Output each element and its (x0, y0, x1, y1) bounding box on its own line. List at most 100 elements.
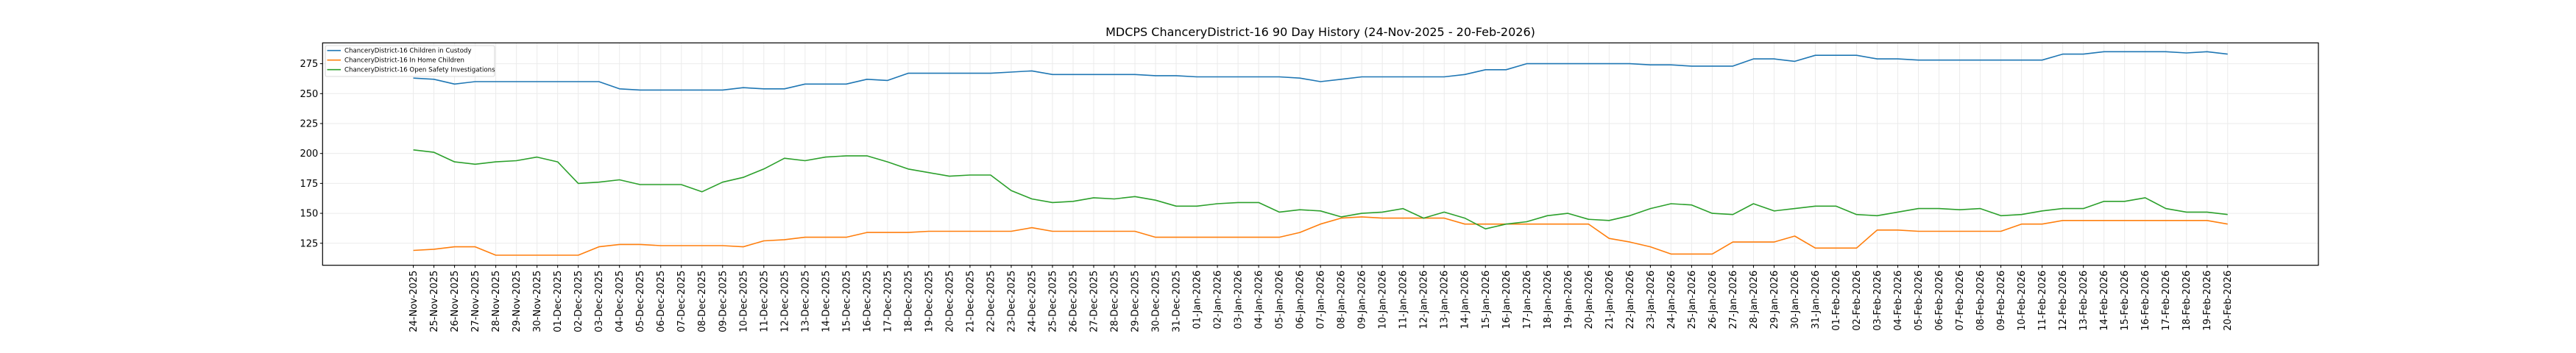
x-tick-label: 07-Jan-2026 (1316, 271, 1327, 329)
x-tick-label: 01-Dec-2025 (553, 271, 564, 332)
series-line-3 (413, 149, 2228, 230)
x-tick-label: 10-Jan-2026 (1378, 271, 1389, 329)
x-tick-label: 23-Jan-2026 (1646, 271, 1657, 329)
y-tick-label: 200 (300, 149, 318, 160)
x-tick-label: 06-Feb-2026 (1934, 271, 1945, 331)
y-tick-label: 225 (300, 118, 318, 129)
x-tick-label: 08-Jan-2026 (1337, 271, 1348, 329)
y-tick-label: 275 (300, 59, 318, 70)
x-tick-label: 30-Dec-2025 (1151, 271, 1162, 332)
x-tick-label: 18-Jan-2026 (1543, 271, 1554, 329)
x-tick-label: 16-Dec-2025 (862, 271, 873, 332)
x-tick-label: 22-Jan-2026 (1625, 271, 1636, 329)
x-tick-label: 14-Dec-2025 (821, 271, 832, 332)
x-tick-label: 10-Feb-2026 (2017, 271, 2028, 331)
x-tick-label: 06-Dec-2025 (656, 271, 667, 332)
plot-frame (322, 42, 2319, 266)
x-tick-label: 03-Feb-2026 (1872, 271, 1883, 331)
x-tick-label: 08-Feb-2026 (1975, 271, 1986, 331)
x-tick-label: 27-Nov-2025 (470, 271, 481, 332)
x-tick-label: 13-Dec-2025 (800, 271, 811, 332)
x-tick-label: 03-Dec-2025 (594, 271, 605, 332)
x-tick-label: 20-Feb-2026 (2223, 271, 2234, 331)
x-tick-label: 29-Dec-2025 (1130, 271, 1142, 332)
x-tick-label: 07-Dec-2025 (676, 271, 687, 332)
legend-label: ChanceryDistrict-16 Children in Custody (344, 48, 472, 55)
x-tick-label: 14-Jan-2026 (1460, 271, 1471, 329)
x-tick-label: 12-Feb-2026 (2058, 271, 2069, 331)
x-tick-label: 31-Jan-2026 (1811, 271, 1822, 329)
x-tick-label: 05-Jan-2026 (1275, 271, 1286, 329)
x-tick-label: 21-Jan-2026 (1604, 271, 1616, 329)
x-tick-label: 21-Dec-2025 (965, 271, 976, 332)
x-tick-label: 08-Dec-2025 (697, 271, 708, 332)
series-line-2 (413, 216, 2228, 256)
x-tick-label: 04-Feb-2026 (1893, 271, 1904, 331)
x-axis: 24-Nov-2025 25-Nov-2025 26-Nov-2025 27-Nov-… (408, 265, 2234, 332)
x-tick-label: 11-Dec-2025 (759, 271, 770, 332)
gridlines (322, 43, 2318, 265)
x-tick-label: 13-Feb-2026 (2078, 271, 2090, 331)
legend-box (325, 45, 495, 77)
x-tick-label: 17-Feb-2026 (2161, 271, 2172, 331)
x-tick-label: 30-Jan-2026 (1790, 271, 1801, 329)
x-tick-label: 06-Jan-2026 (1295, 271, 1306, 329)
x-tick-label: 16-Feb-2026 (2140, 271, 2151, 331)
x-tick-label: 27-Dec-2025 (1089, 271, 1100, 332)
x-tick-label: 02-Feb-2026 (1852, 271, 1863, 331)
x-tick-label: 01-Jan-2026 (1192, 271, 1203, 329)
x-tick-label: 18-Feb-2026 (2182, 271, 2193, 331)
x-tick-label: 18-Dec-2025 (903, 271, 914, 332)
x-tick-label: 28-Jan-2026 (1749, 271, 1760, 329)
y-tick-label: 125 (300, 238, 318, 249)
x-tick-label: 26-Nov-2025 (450, 271, 461, 332)
x-tick-label: 25-Nov-2025 (429, 271, 440, 332)
x-tick-label: 28-Dec-2025 (1110, 271, 1121, 332)
x-tick-label: 02-Dec-2025 (573, 271, 584, 332)
x-tick-label: 09-Jan-2026 (1357, 271, 1368, 329)
x-tick-label: 07-Feb-2026 (1955, 271, 1966, 331)
x-tick-label: 23-Dec-2025 (1006, 271, 1017, 332)
y-tick-label: 175 (300, 179, 318, 190)
x-tick-label: 05-Dec-2025 (635, 271, 646, 332)
x-tick-label: 15-Feb-2026 (2120, 271, 2131, 331)
x-tick-label: 15-Jan-2026 (1481, 271, 1492, 329)
x-tick-label: 14-Feb-2026 (2099, 271, 2110, 331)
y-tick-label: 150 (300, 209, 318, 220)
x-tick-label: 29-Nov-2025 (512, 271, 523, 332)
series-line-1 (413, 51, 2228, 91)
x-tick-label: 30-Nov-2025 (532, 271, 543, 332)
x-tick-label: 25-Jan-2026 (1687, 271, 1698, 329)
x-tick-label: 20-Dec-2025 (944, 271, 955, 332)
x-tick-label: 29-Jan-2026 (1769, 271, 1780, 329)
x-tick-label: 31-Dec-2025 (1172, 271, 1183, 332)
x-tick-label: 09-Dec-2025 (718, 271, 729, 332)
x-tick-label: 26-Dec-2025 (1068, 271, 1079, 332)
legend-label: ChanceryDistrict-16 In Home Children (344, 57, 464, 65)
x-tick-label: 03-Jan-2026 (1234, 271, 1245, 329)
x-tick-label: 19-Jan-2026 (1563, 271, 1574, 329)
x-tick-label: 25-Dec-2025 (1047, 271, 1058, 332)
x-tick-label: 15-Dec-2025 (841, 271, 852, 332)
x-tick-label: 22-Dec-2025 (986, 271, 997, 332)
x-tick-label: 13-Jan-2026 (1440, 271, 1451, 329)
x-tick-label: 09-Feb-2026 (1996, 271, 2007, 331)
x-tick-label: 27-Jan-2026 (1728, 271, 1739, 329)
x-tick-label: 19-Feb-2026 (2202, 271, 2213, 331)
x-tick-label: 24-Dec-2025 (1027, 271, 1038, 332)
x-tick-label: 24-Jan-2026 (1666, 271, 1677, 329)
series-lines (413, 51, 2228, 256)
y-axis: 125 150 175 200 225 250 275 (300, 59, 323, 249)
x-tick-label: 17-Jan-2026 (1522, 271, 1533, 329)
x-tick-label: 11-Feb-2026 (2037, 271, 2048, 331)
legend: ChanceryDistrict-16 Children in Custody C… (325, 45, 495, 77)
x-tick-label: 26-Jan-2026 (1708, 271, 1719, 329)
x-tick-label: 28-Nov-2025 (491, 271, 502, 332)
x-tick-label: 11-Jan-2026 (1398, 271, 1409, 329)
x-tick-label: 16-Jan-2026 (1501, 271, 1512, 329)
x-tick-label: 24-Nov-2025 (408, 271, 420, 332)
x-tick-label: 19-Dec-2025 (924, 271, 935, 332)
x-tick-label: 20-Jan-2026 (1584, 271, 1595, 329)
y-tick-label: 250 (300, 89, 318, 100)
